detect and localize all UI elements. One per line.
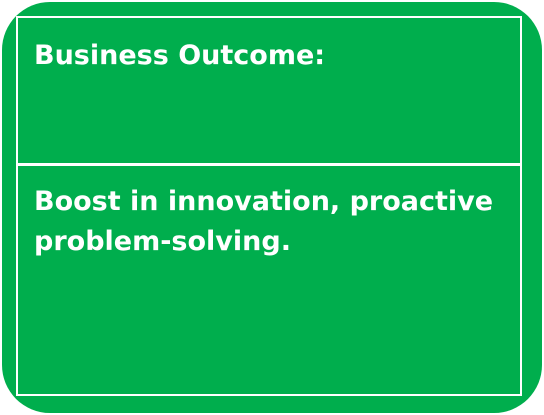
header-text: Business Outcome:: [34, 40, 326, 71]
body-cell: Boost in innovation, proactive problem-s…: [18, 166, 520, 394]
header-cell: Business Outcome:: [18, 18, 520, 166]
body-text: Boost in innovation, proactive problem-s…: [34, 186, 494, 257]
outcome-table: Business Outcome: Boost in innovation, p…: [16, 16, 522, 396]
